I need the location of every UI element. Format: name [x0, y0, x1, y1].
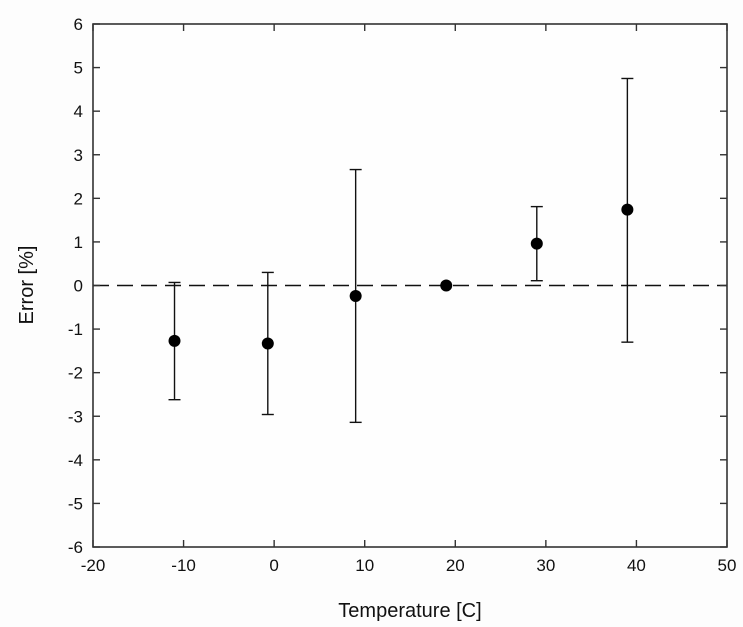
x-tick-label: 30 [536, 556, 555, 575]
y-tick-label: -1 [68, 320, 83, 339]
x-tick-label: 0 [269, 556, 278, 575]
x-axis-label: Temperature [C] [338, 600, 481, 622]
y-axis-label: Error [%] [16, 246, 38, 325]
x-tick-label: 40 [627, 556, 646, 575]
data-point [621, 203, 634, 216]
y-tick-label: -3 [68, 407, 83, 426]
y-tick-label: 5 [74, 59, 83, 78]
y-tick-label: 3 [74, 146, 83, 165]
y-tick-label: 2 [74, 189, 83, 208]
y-tick-label: 0 [74, 277, 83, 296]
y-tick-label: 6 [74, 15, 83, 34]
data-point [261, 337, 274, 350]
x-tick-label: 20 [446, 556, 465, 575]
y-tick-label: -2 [68, 364, 83, 383]
plot-area [92, 23, 728, 548]
data-point [440, 279, 453, 292]
x-tick-label: -10 [171, 556, 196, 575]
y-tick-label: 1 [74, 233, 83, 252]
data-series [168, 77, 634, 424]
data-point [349, 289, 362, 302]
y-tick-label: -6 [68, 538, 83, 557]
y-tick-label: -4 [68, 451, 83, 470]
x-tick-label: 10 [355, 556, 374, 575]
x-tick-label: 50 [718, 556, 737, 575]
y-tick-label: -5 [68, 494, 83, 513]
data-point [530, 237, 543, 250]
data-point [168, 334, 181, 347]
x-tick-label: -20 [81, 556, 106, 575]
y-tick-label: 4 [74, 102, 83, 121]
